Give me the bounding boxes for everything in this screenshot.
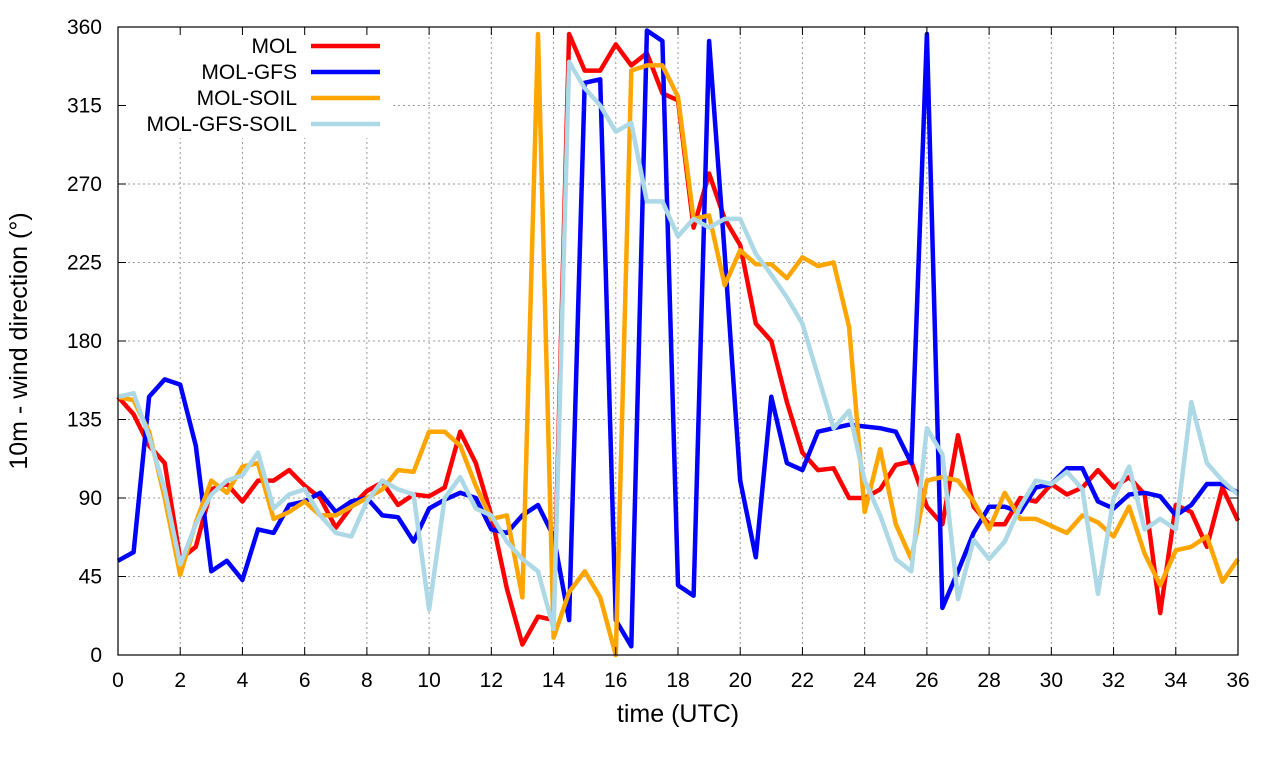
x-tick-label: 20 xyxy=(729,669,752,692)
x-tick-label: 28 xyxy=(977,669,1000,692)
x-tick-label: 18 xyxy=(666,669,689,692)
x-tick-label: 0 xyxy=(112,669,124,692)
x-tick-label: 22 xyxy=(791,669,814,692)
x-tick-label: 4 xyxy=(237,669,249,692)
y-tick-label: 45 xyxy=(79,566,102,589)
x-tick-label: 12 xyxy=(480,669,503,692)
x-tick-label: 14 xyxy=(542,669,566,692)
legend: MOL MOL-GFS MOL-SOIL MOL-GFS-SOIL xyxy=(146,35,380,136)
y-axis-label: 10m - wind direction (°) xyxy=(5,212,33,469)
y-tick-label: 225 xyxy=(67,252,102,275)
x-tick-label: 6 xyxy=(299,669,311,692)
y-tick-label: 0 xyxy=(90,644,102,667)
x-tick-label: 16 xyxy=(604,669,627,692)
series-line-mol-soil xyxy=(117,31,1240,658)
y-tick-label: 270 xyxy=(67,173,102,196)
y-tick-label: 90 xyxy=(79,487,102,510)
x-tick-label: 10 xyxy=(417,669,440,692)
y-tick-label: 360 xyxy=(67,16,102,39)
x-tick-label: 8 xyxy=(361,669,373,692)
x-tick-label: 24 xyxy=(853,669,877,692)
x-tick-label: 30 xyxy=(1040,669,1063,692)
y-tick-label: 180 xyxy=(67,330,102,353)
legend-label: MOL xyxy=(251,35,297,58)
grid xyxy=(118,27,1238,655)
axis-ticks xyxy=(117,26,1239,656)
y-tick-label: 135 xyxy=(67,409,102,432)
y-tick-label: 315 xyxy=(67,95,102,118)
series-line-mol-gfs-soil xyxy=(117,59,1240,632)
x-axis-label: time (UTC) xyxy=(617,700,739,728)
legend-label: MOL-GFS-SOIL xyxy=(146,113,297,136)
series-layer xyxy=(116,28,1241,658)
x-tick-label: 36 xyxy=(1226,669,1249,692)
legend-label: MOL-GFS xyxy=(201,61,297,84)
x-tick-label: 32 xyxy=(1102,669,1125,692)
x-tick-label: 2 xyxy=(174,669,186,692)
legend-label: MOL-SOIL xyxy=(197,87,297,110)
x-tick-label: 26 xyxy=(915,669,938,692)
x-tick-labels: 0 2 4 6 8 10 12 14 16 18 20 22 24 26 28 30 32 34 36 xyxy=(112,669,1250,692)
x-tick-label: 34 xyxy=(1164,669,1188,692)
y-tick-labels: 0 45 90 135 180 225 270 315 360 xyxy=(67,16,102,667)
